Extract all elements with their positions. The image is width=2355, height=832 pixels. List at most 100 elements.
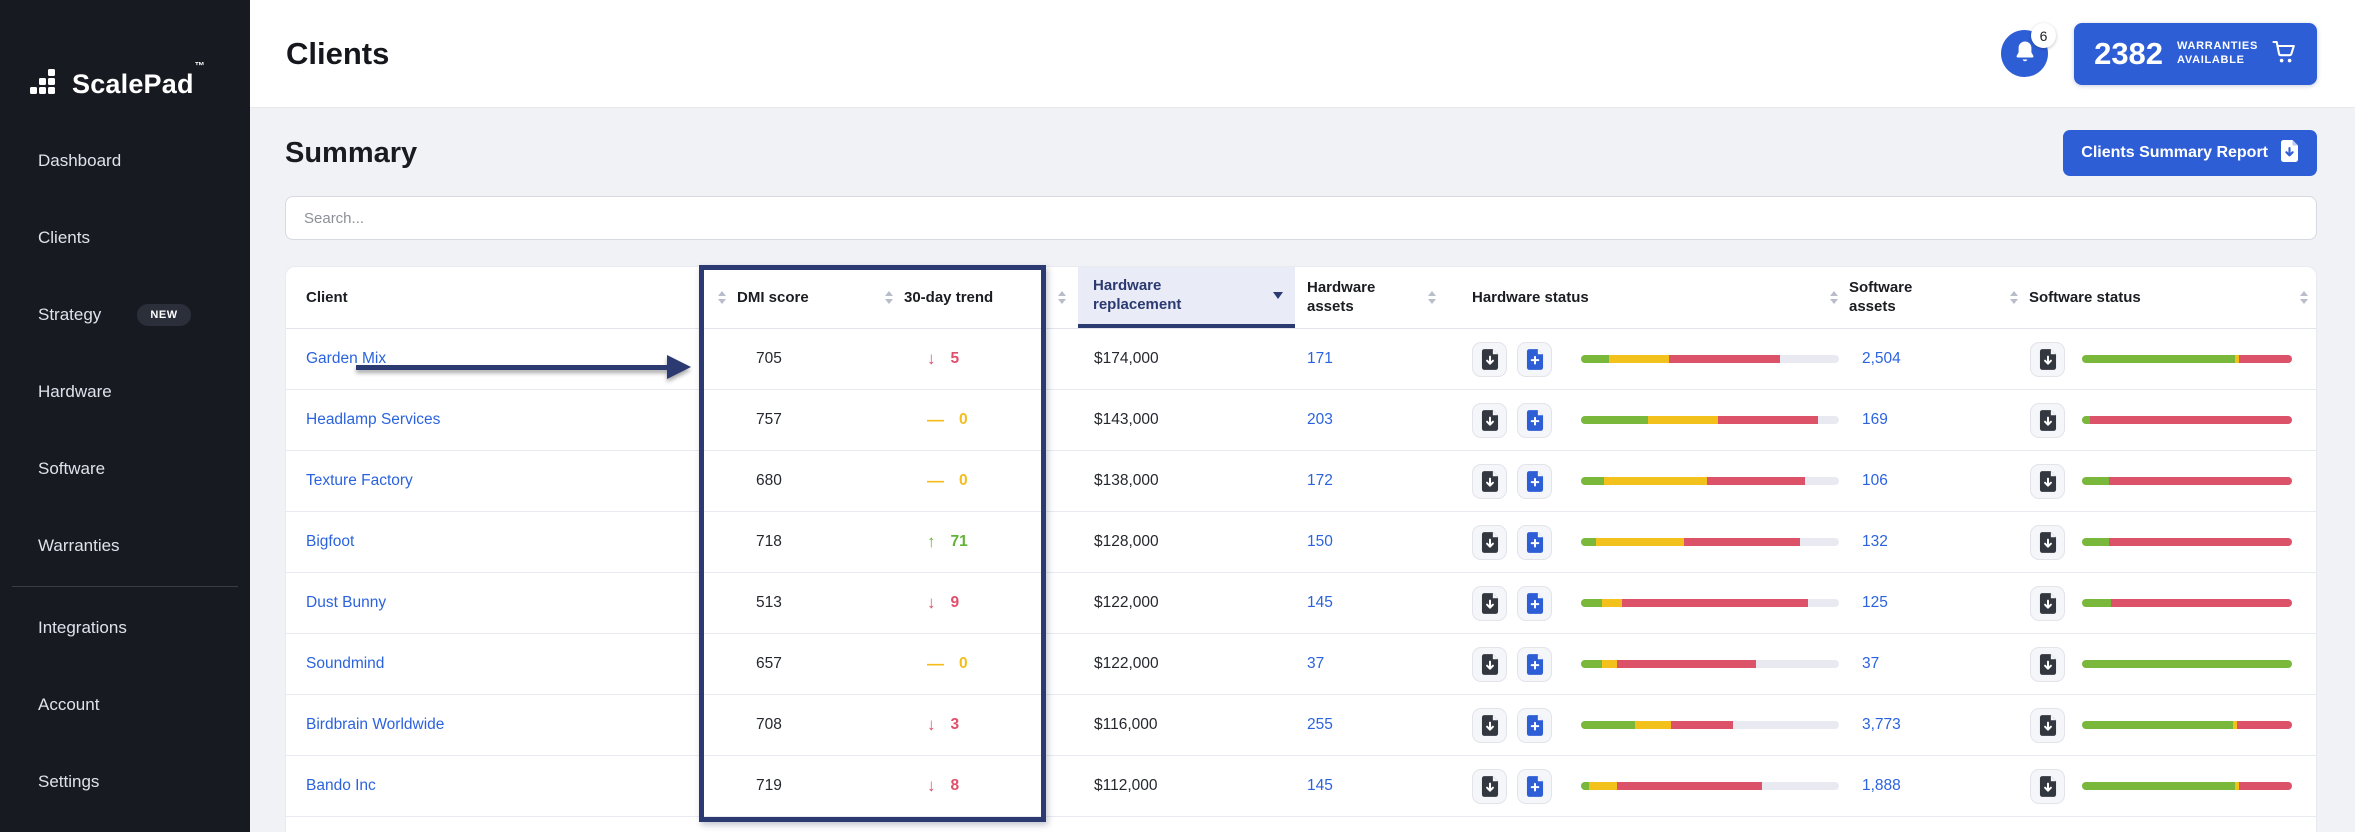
trend-value: 0: [959, 472, 968, 489]
software-assets-link[interactable]: 132: [1862, 533, 1888, 550]
sort-icon[interactable]: [718, 291, 726, 304]
client-link[interactable]: Headlamp Services: [306, 411, 441, 428]
table-row: Dust Bunny 513 ↓ 9 $122,000 145 125: [286, 573, 2316, 634]
software-assets-link[interactable]: 3,773: [1862, 716, 1901, 733]
hardware-assets-link[interactable]: 150: [1307, 533, 1333, 550]
column-header-hardware-assets[interactable]: Hardware assets: [1295, 267, 1446, 328]
notifications-button[interactable]: 6: [2001, 23, 2057, 77]
download-hardware-report-button[interactable]: [1472, 402, 1507, 438]
download-software-report-button[interactable]: [2030, 646, 2065, 682]
sort-icon[interactable]: [1830, 291, 1838, 304]
download-hardware-report-button[interactable]: [1472, 463, 1507, 499]
search-input[interactable]: [285, 196, 2317, 240]
download-software-report-button[interactable]: [2030, 707, 2065, 743]
notifications-count-badge: 6: [2031, 23, 2057, 48]
dmi-score-value: 757: [756, 411, 782, 428]
hardware-assets-link[interactable]: 171: [1307, 350, 1333, 367]
software-assets-link[interactable]: 37: [1862, 655, 1880, 672]
column-header-30-day-trend[interactable]: 30-day trend: [883, 267, 1046, 328]
download-hardware-report-button[interactable]: [1472, 707, 1507, 743]
schedule-hardware-report-button[interactable]: [1517, 341, 1552, 377]
sort-icon[interactable]: [2300, 291, 2308, 304]
trend-cell: — 0: [883, 410, 1046, 430]
hardware-replacement-value: $122,000: [1094, 594, 1159, 611]
hardware-assets-link[interactable]: 203: [1307, 411, 1333, 428]
software-assets-link[interactable]: 2,504: [1862, 350, 1901, 367]
column-header-software-status[interactable]: Software status: [2006, 267, 2318, 328]
software-status-cell: [2006, 707, 2318, 743]
sort-icon[interactable]: [885, 291, 893, 304]
scalepad-logo[interactable]: ScalePad™: [0, 0, 250, 100]
sort-icon[interactable]: [2010, 291, 2018, 304]
client-link[interactable]: Soundmind: [306, 655, 385, 672]
schedule-hardware-report-button[interactable]: [1517, 768, 1552, 804]
software-status-cell: [2006, 524, 2318, 560]
sidebar-item-settings[interactable]: Settings: [38, 771, 100, 791]
sidebar-item-clients[interactable]: Clients: [38, 227, 90, 247]
download-hardware-report-button[interactable]: [1472, 524, 1507, 560]
software-assets-link[interactable]: 106: [1862, 472, 1888, 489]
software-status-cell: [2006, 646, 2318, 682]
download-software-report-button[interactable]: [2030, 402, 2065, 438]
sort-icon[interactable]: [1428, 291, 1436, 304]
client-link[interactable]: Bigfoot: [306, 533, 355, 550]
client-link[interactable]: Birdbrain Worldwide: [306, 716, 445, 733]
download-hardware-report-button[interactable]: [1472, 646, 1507, 682]
software-assets-link[interactable]: 1,888: [1862, 777, 1901, 794]
software-assets-link[interactable]: 169: [1862, 411, 1888, 428]
hardware-status-cell: [1446, 341, 1846, 377]
client-link[interactable]: Dust Bunny: [306, 594, 387, 611]
schedule-hardware-report-button[interactable]: [1517, 524, 1552, 560]
sidebar-item-software[interactable]: Software: [38, 458, 106, 478]
sidebar-item-warranties[interactable]: Warranties: [38, 535, 120, 555]
download-software-report-button[interactable]: [2030, 463, 2065, 499]
hardware-assets-link[interactable]: 145: [1307, 777, 1333, 794]
clients-summary-report-button[interactable]: Clients Summary Report: [2063, 130, 2317, 176]
sidebar-item-account[interactable]: Account: [38, 694, 100, 714]
software-assets-link[interactable]: 125: [1862, 594, 1888, 611]
hardware-status-cell: [1446, 585, 1846, 621]
download-hardware-report-button[interactable]: [1472, 341, 1507, 377]
trend-cell: — 0: [883, 654, 1046, 674]
client-link[interactable]: Texture Factory: [306, 472, 413, 489]
schedule-hardware-report-button[interactable]: [1517, 402, 1552, 438]
sidebar-item-strategy[interactable]: Strategy NEW: [0, 276, 250, 353]
trend-cell: ↓ 9: [883, 593, 1046, 613]
download-software-report-button[interactable]: [2030, 524, 2065, 560]
schedule-hardware-report-button[interactable]: [1517, 646, 1552, 682]
software-status-cell: [2006, 768, 2318, 804]
trend-direction-icon: ↓: [927, 715, 936, 734]
download-hardware-report-button[interactable]: [1472, 768, 1507, 804]
client-link[interactable]: Bando Inc: [306, 777, 376, 794]
warranties-available-button[interactable]: 2382 WARRANTIES AVAILABLE: [2074, 22, 2317, 85]
hardware-assets-link[interactable]: 172: [1307, 472, 1333, 489]
hardware-assets-link[interactable]: 255: [1307, 716, 1333, 733]
download-software-report-button[interactable]: [2030, 341, 2065, 377]
sidebar-item-hardware[interactable]: Hardware: [38, 381, 112, 401]
column-header-hardware-status[interactable]: Hardware status: [1472, 289, 1589, 306]
schedule-hardware-report-button[interactable]: [1517, 585, 1552, 621]
schedule-hardware-report-button[interactable]: [1517, 707, 1552, 743]
table-row: Headlamp Services 757 — 0 $143,000 203 1…: [286, 390, 2316, 451]
main-area: Clients 6 2382 WARRANTIES AVAILABLE: [250, 0, 2355, 832]
schedule-hardware-report-button[interactable]: [1517, 463, 1552, 499]
table-row: Bigfoot 718 ↑ 71 $128,000 150 132: [286, 512, 2316, 573]
column-header-software-assets[interactable]: Software assets: [1830, 267, 2006, 328]
sidebar-item-dashboard[interactable]: Dashboard: [38, 150, 122, 170]
hardware-status-bar: [1581, 416, 1839, 424]
download-software-report-button[interactable]: [2030, 768, 2065, 804]
hardware-assets-link[interactable]: 145: [1307, 594, 1333, 611]
trend-value: 71: [950, 533, 968, 550]
warranties-label: WARRANTIES AVAILABLE: [2177, 39, 2258, 66]
download-hardware-report-button[interactable]: [1472, 585, 1507, 621]
hardware-status-bar: [1581, 477, 1839, 485]
sidebar-item-integrations[interactable]: Integrations: [38, 617, 127, 637]
column-header-hardware-replacement[interactable]: Hardware replacement: [1078, 267, 1295, 328]
column-header-dmi-score[interactable]: DMI score: [698, 267, 883, 328]
column-header-client[interactable]: Client: [306, 289, 348, 306]
client-link[interactable]: Garden Mix: [306, 350, 387, 367]
hardware-assets-link[interactable]: 37: [1307, 655, 1325, 672]
sort-icon[interactable]: [1058, 291, 1066, 304]
download-software-report-button[interactable]: [2030, 585, 2065, 621]
hardware-status-cell: [1446, 402, 1846, 438]
